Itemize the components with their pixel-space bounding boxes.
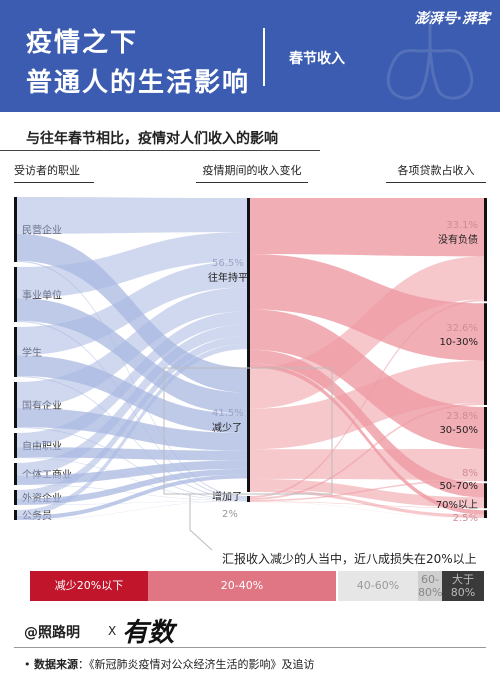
loan-ratio-pct-4: 8% [462,468,478,479]
loan-ratio-node-2 [484,303,487,405]
left-flow-7-3 [17,500,247,505]
column-header-occupation: 受访者的职业 [14,164,80,177]
legend-item-2: 20-40% [148,571,336,601]
legend-item-4: 60-80% [418,571,442,601]
collab-x: X [108,624,117,638]
left-flow-8-3 [17,501,247,520]
occupation-node-6 [14,463,17,485]
header-divider [263,28,265,86]
loan-ratio-label-4: 50-70% [439,481,478,492]
occupation-node-8 [14,510,17,520]
title-line-2: 普通人的生活影响 [26,68,251,98]
income-change-label-1: 往年持平 [208,271,248,284]
occupation-node-3 [14,327,17,377]
chart-subtitle: 与往年春节相比，疫情对人们收入的影响 [26,131,278,147]
loan-ratio-pct-3: 23.8% [446,411,478,422]
column-header-income-change: 疫情期间的收入变化 [202,164,302,177]
loan-ratio-node-3 [484,406,487,482]
left-flow-4-3 [17,427,247,501]
topic-label: 春节收入 [289,51,345,67]
left-flow-7-2 [17,468,247,505]
loan-ratio-node-1 [484,198,487,302]
income-change-pct-2: 41.5% [212,408,244,419]
left-flow-6-3 [17,484,247,501]
subtitle-row: 与往年春节相比，疫情对人们收入的影响 [0,120,500,150]
loan-ratio-node-5 [484,510,487,518]
left-flow-6-2 [17,460,247,485]
right-flow-3-3 [250,479,484,502]
income-change-node-1 [247,198,250,368]
left-flow-7-1 [17,336,247,499]
header-banner: 疫情之下 普通人的生活影响 春节收入 澎湃号·湃客 [0,0,500,112]
right-flow-2-5 [250,488,484,518]
legend-item-1: 减少20%以下 [30,571,148,601]
loan-ratio-label-5: 70%以上 [436,499,478,511]
column-header-line-loan-ratio [386,182,486,183]
income-change-node-3 [247,496,250,502]
right-flow-3-2 [250,402,484,500]
occupation-node-7 [14,490,17,505]
loan-ratio-pct-5: 2.5% [453,513,478,524]
footer-divider [14,647,486,648]
loan-ratio-label-2: 10-30% [439,337,478,348]
right-flow-2-2 [250,360,484,450]
occupation-node-4 [14,382,17,428]
partner-logo: 有数 [122,618,175,648]
left-flow-4-2 [17,407,247,451]
legend-item-3: 40-60% [338,571,418,601]
left-flow-3-3 [17,376,247,500]
left-flow-2-2 [17,298,247,414]
lung-icon [386,10,474,100]
occupation-node-1 [14,197,17,262]
reduced-detail-box [163,367,333,495]
right-flow-1-1 [250,198,484,257]
left-flow-1-2 [17,233,247,393]
income-change-node-2 [247,367,250,492]
loan-ratio-node-4 [484,483,487,509]
right-flow-2-3 [250,448,484,480]
sankey-chart: 民营企业事业单位学生国有企业自由职业个体工商业外资企业公务员56.5%往年持平4… [14,197,487,551]
column-header-line-income-change [196,182,308,183]
left-flow-5-3 [17,457,247,501]
occupation-node-5 [14,433,17,458]
subtitle-underline [0,150,320,151]
loan-ratio-label-3: 30-50% [439,425,478,436]
left-flow-2-1 [17,232,247,299]
title-line-1: 疫情之下 [26,28,139,58]
left-flow-1-3 [17,260,247,498]
right-flow-3-1 [250,299,484,498]
occupation-node-2 [14,267,17,322]
right-flow-2-4 [250,478,484,508]
left-flow-8-2 [17,474,247,520]
column-header-line-occupation [14,182,94,183]
income-change-pct-1: 56.5% [212,258,244,269]
loan-ratio-label-1: 没有负债 [438,233,478,246]
left-flow-3-2 [17,355,247,434]
data-source: • 数据来源：《新冠肺炎疫情对公众经济生活的影响》及追访 [24,658,315,671]
left-flow-2-3 [17,320,247,499]
loan-ratio-pct-2: 32.6% [446,323,478,334]
source-text: ：《新冠肺炎疫情对公众经济生活的影响》及追访 [78,658,315,671]
right-flow-3-5 [250,501,484,518]
legend-item-5: 大于80% [442,571,484,601]
left-flow-1-1 [17,197,247,234]
source-label: 数据来源 [34,658,78,671]
column-header-loan-ratio: 各项贷款占收入 [397,164,475,177]
right-flow-3-4 [250,501,484,509]
income-change-label-2: 减少了 [212,422,242,434]
right-flow-2-1 [250,256,484,409]
income-change-label-3: 增加了 [212,490,242,503]
right-flow-1-5 [250,363,484,515]
loan-ratio-pct-1: 33.1% [446,220,478,231]
left-flow-5-2 [17,447,247,461]
income-change-pct-3: 2% [222,509,238,520]
brand-logo: 澎湃号·湃客 [414,11,490,27]
author-credit: @照路明 [24,625,80,641]
reduced-detail-connector [189,494,213,551]
right-flow-1-2 [250,254,484,361]
caption: 汇报收入减少的人当中，近八成损失在20%以上 [222,552,477,566]
